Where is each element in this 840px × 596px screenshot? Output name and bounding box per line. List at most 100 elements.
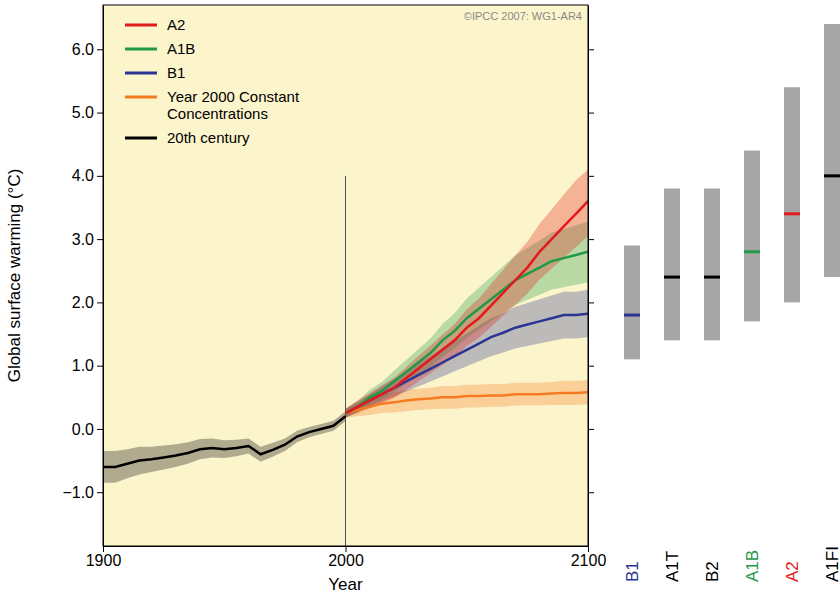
range-bar [664, 188, 680, 340]
legend-label: A2 [167, 16, 185, 33]
legend-swatch [125, 72, 157, 75]
category-label: B2 [703, 561, 722, 582]
y-axis-line-right [588, 6, 589, 547]
x-tick: 2100 [571, 546, 607, 569]
y-tick-mark [97, 49, 103, 50]
y-tick-right [588, 49, 594, 50]
y-tick-mark [97, 239, 103, 240]
y-tick-mark [97, 429, 103, 430]
y-tick-mark-right [588, 113, 594, 114]
x-axis: 1900 2000 2100 [86, 546, 607, 569]
uncertainty-band [346, 170, 589, 418]
plot-frame [103, 5, 588, 546]
y-tick-mark-right [588, 302, 594, 303]
legend-item: Year 2000 Constant Concentrations [125, 88, 303, 122]
y-tick-right [588, 429, 594, 430]
x-tick-label: 1900 [86, 552, 122, 569]
y-tick-mark-right [588, 429, 594, 430]
y-tick-label: 2.0 [72, 294, 94, 311]
uncertainty-band [103, 411, 346, 483]
x-tick-mark [103, 546, 104, 552]
series-line [346, 252, 589, 413]
y-tick-label: 0.0 [72, 421, 94, 438]
x-axis-title: Year [328, 575, 363, 594]
x-tick-label: 2000 [328, 552, 364, 569]
y-tick: 2.0 [72, 294, 103, 311]
y-tick: 0.0 [72, 421, 103, 438]
legend-label: A1B [167, 40, 195, 57]
best-estimate [624, 314, 640, 317]
plot-background [103, 5, 588, 546]
range-bar [784, 87, 800, 302]
y-axis-line [103, 6, 104, 547]
chart-svg: 1900 2000 2100 −1.0 0.0 1.0 2.0 3.0 4.0 5.0 6.0 Yea… [0, 0, 840, 596]
category-label: A1B [743, 550, 762, 582]
chart-container: 1900 2000 2100 −1.0 0.0 1.0 2.0 3.0 4.0 5.0 6.0 Yea… [0, 0, 840, 596]
y-tick-mark-right [588, 492, 594, 493]
legend-label: Year 2000 Constant Concentrations [167, 88, 303, 122]
legend-swatch [125, 96, 157, 99]
y-tick-right [588, 302, 594, 303]
series-line [103, 416, 346, 467]
range-bar [744, 151, 760, 322]
best-estimate [664, 276, 680, 279]
legend-swatch [125, 24, 157, 27]
y-tick-right [588, 176, 594, 177]
y-tick-right [588, 239, 594, 240]
legend-swatch [125, 48, 157, 51]
y-tick-label: −1.0 [62, 484, 94, 501]
y-tick: 3.0 [72, 231, 103, 248]
y-axis-right [588, 6, 594, 547]
x-tick: 1900 [86, 546, 122, 569]
category-label: A1T [663, 551, 682, 582]
y-tick: 4.0 [72, 167, 103, 184]
y-tick-label: 6.0 [72, 41, 94, 58]
y-tick-mark [97, 366, 103, 367]
y-axis-title: Global surface warming (°C) [5, 169, 24, 383]
y-tick-mark [97, 113, 103, 114]
series-line [346, 201, 589, 413]
y-tick-mark [97, 302, 103, 303]
category-label: A1FI [823, 546, 840, 582]
best-estimate [824, 174, 840, 177]
y-tick-right [588, 113, 594, 114]
x-tick-mark [588, 546, 589, 552]
legend-label: B1 [167, 64, 185, 81]
category-label: B1 [623, 561, 642, 582]
range-area [624, 24, 840, 359]
y-tick-mark [97, 176, 103, 177]
legend-label: 20th century [167, 129, 250, 146]
y-tick-mark-right [588, 366, 594, 367]
reference-line [345, 176, 346, 546]
plot-area [103, 170, 588, 546]
y-tick: −1.0 [62, 484, 103, 501]
y-tick-label: 1.0 [72, 357, 94, 374]
best-estimate [744, 250, 760, 253]
y-tick-label: 4.0 [72, 167, 94, 184]
y-tick-mark [97, 492, 103, 493]
y-tick: 6.0 [72, 41, 103, 58]
x-tick-label: 2100 [571, 552, 607, 569]
category-label: A2 [783, 561, 802, 582]
y-tick-right [588, 492, 594, 493]
y-tick-mark-right [588, 239, 594, 240]
legend-item: B1 [125, 64, 185, 81]
y-tick: 1.0 [72, 357, 103, 374]
legend-swatch [125, 137, 157, 140]
x-tick: 2000 [328, 546, 364, 569]
range-bar [624, 245, 640, 359]
y-tick-label: 3.0 [72, 231, 94, 248]
legend-item: 20th century [125, 129, 250, 146]
y-tick-label: 5.0 [72, 104, 94, 121]
range-bar [824, 24, 840, 277]
best-estimate [704, 276, 720, 279]
best-estimate [784, 212, 800, 215]
legend: A2 A1B B1 Year 2000 Constant Concentrations… [125, 16, 303, 146]
y-tick: 5.0 [72, 104, 103, 121]
range-bar [704, 188, 720, 340]
y-tick-mark-right [588, 176, 594, 177]
y-axis: −1.0 0.0 1.0 2.0 3.0 4.0 5.0 6.0 [62, 6, 103, 547]
x-tick-mark [346, 546, 347, 552]
y-tick-right [588, 366, 594, 367]
legend-item: A1B [125, 40, 195, 57]
